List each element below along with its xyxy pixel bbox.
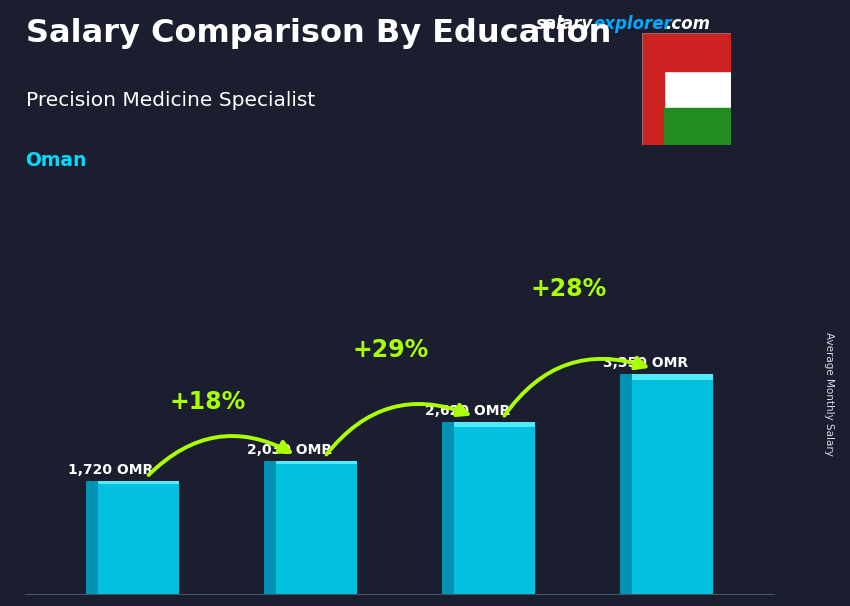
Text: +29%: +29% [353,338,428,362]
Bar [98,481,178,484]
Bar [620,374,632,594]
Text: Salary Comparison By Education: Salary Comparison By Education [26,18,611,49]
Bar [642,33,664,145]
Bar [664,108,731,145]
Bar [276,461,357,464]
Text: 2,030 OMR: 2,030 OMR [246,443,332,457]
Bar [98,481,178,594]
Text: .com: .com [666,15,711,33]
Text: 3,350 OMR: 3,350 OMR [603,356,688,370]
Bar [454,422,535,594]
Bar [664,33,731,71]
Text: explorer: explorer [593,15,672,33]
Text: salary: salary [536,15,592,33]
Bar [264,461,276,594]
Bar [454,422,535,427]
Text: +18%: +18% [169,390,246,413]
Bar [276,461,357,594]
Text: Oman: Oman [26,152,87,170]
Bar [632,374,713,380]
Text: Precision Medicine Specialist: Precision Medicine Specialist [26,91,314,110]
Bar [442,422,454,594]
Text: 2,620 OMR: 2,620 OMR [424,404,510,418]
Text: +28%: +28% [530,276,607,301]
Bar [632,374,713,594]
Bar [86,481,98,594]
Text: Average Monthly Salary: Average Monthly Salary [824,332,834,456]
Text: 1,720 OMR: 1,720 OMR [68,464,154,478]
